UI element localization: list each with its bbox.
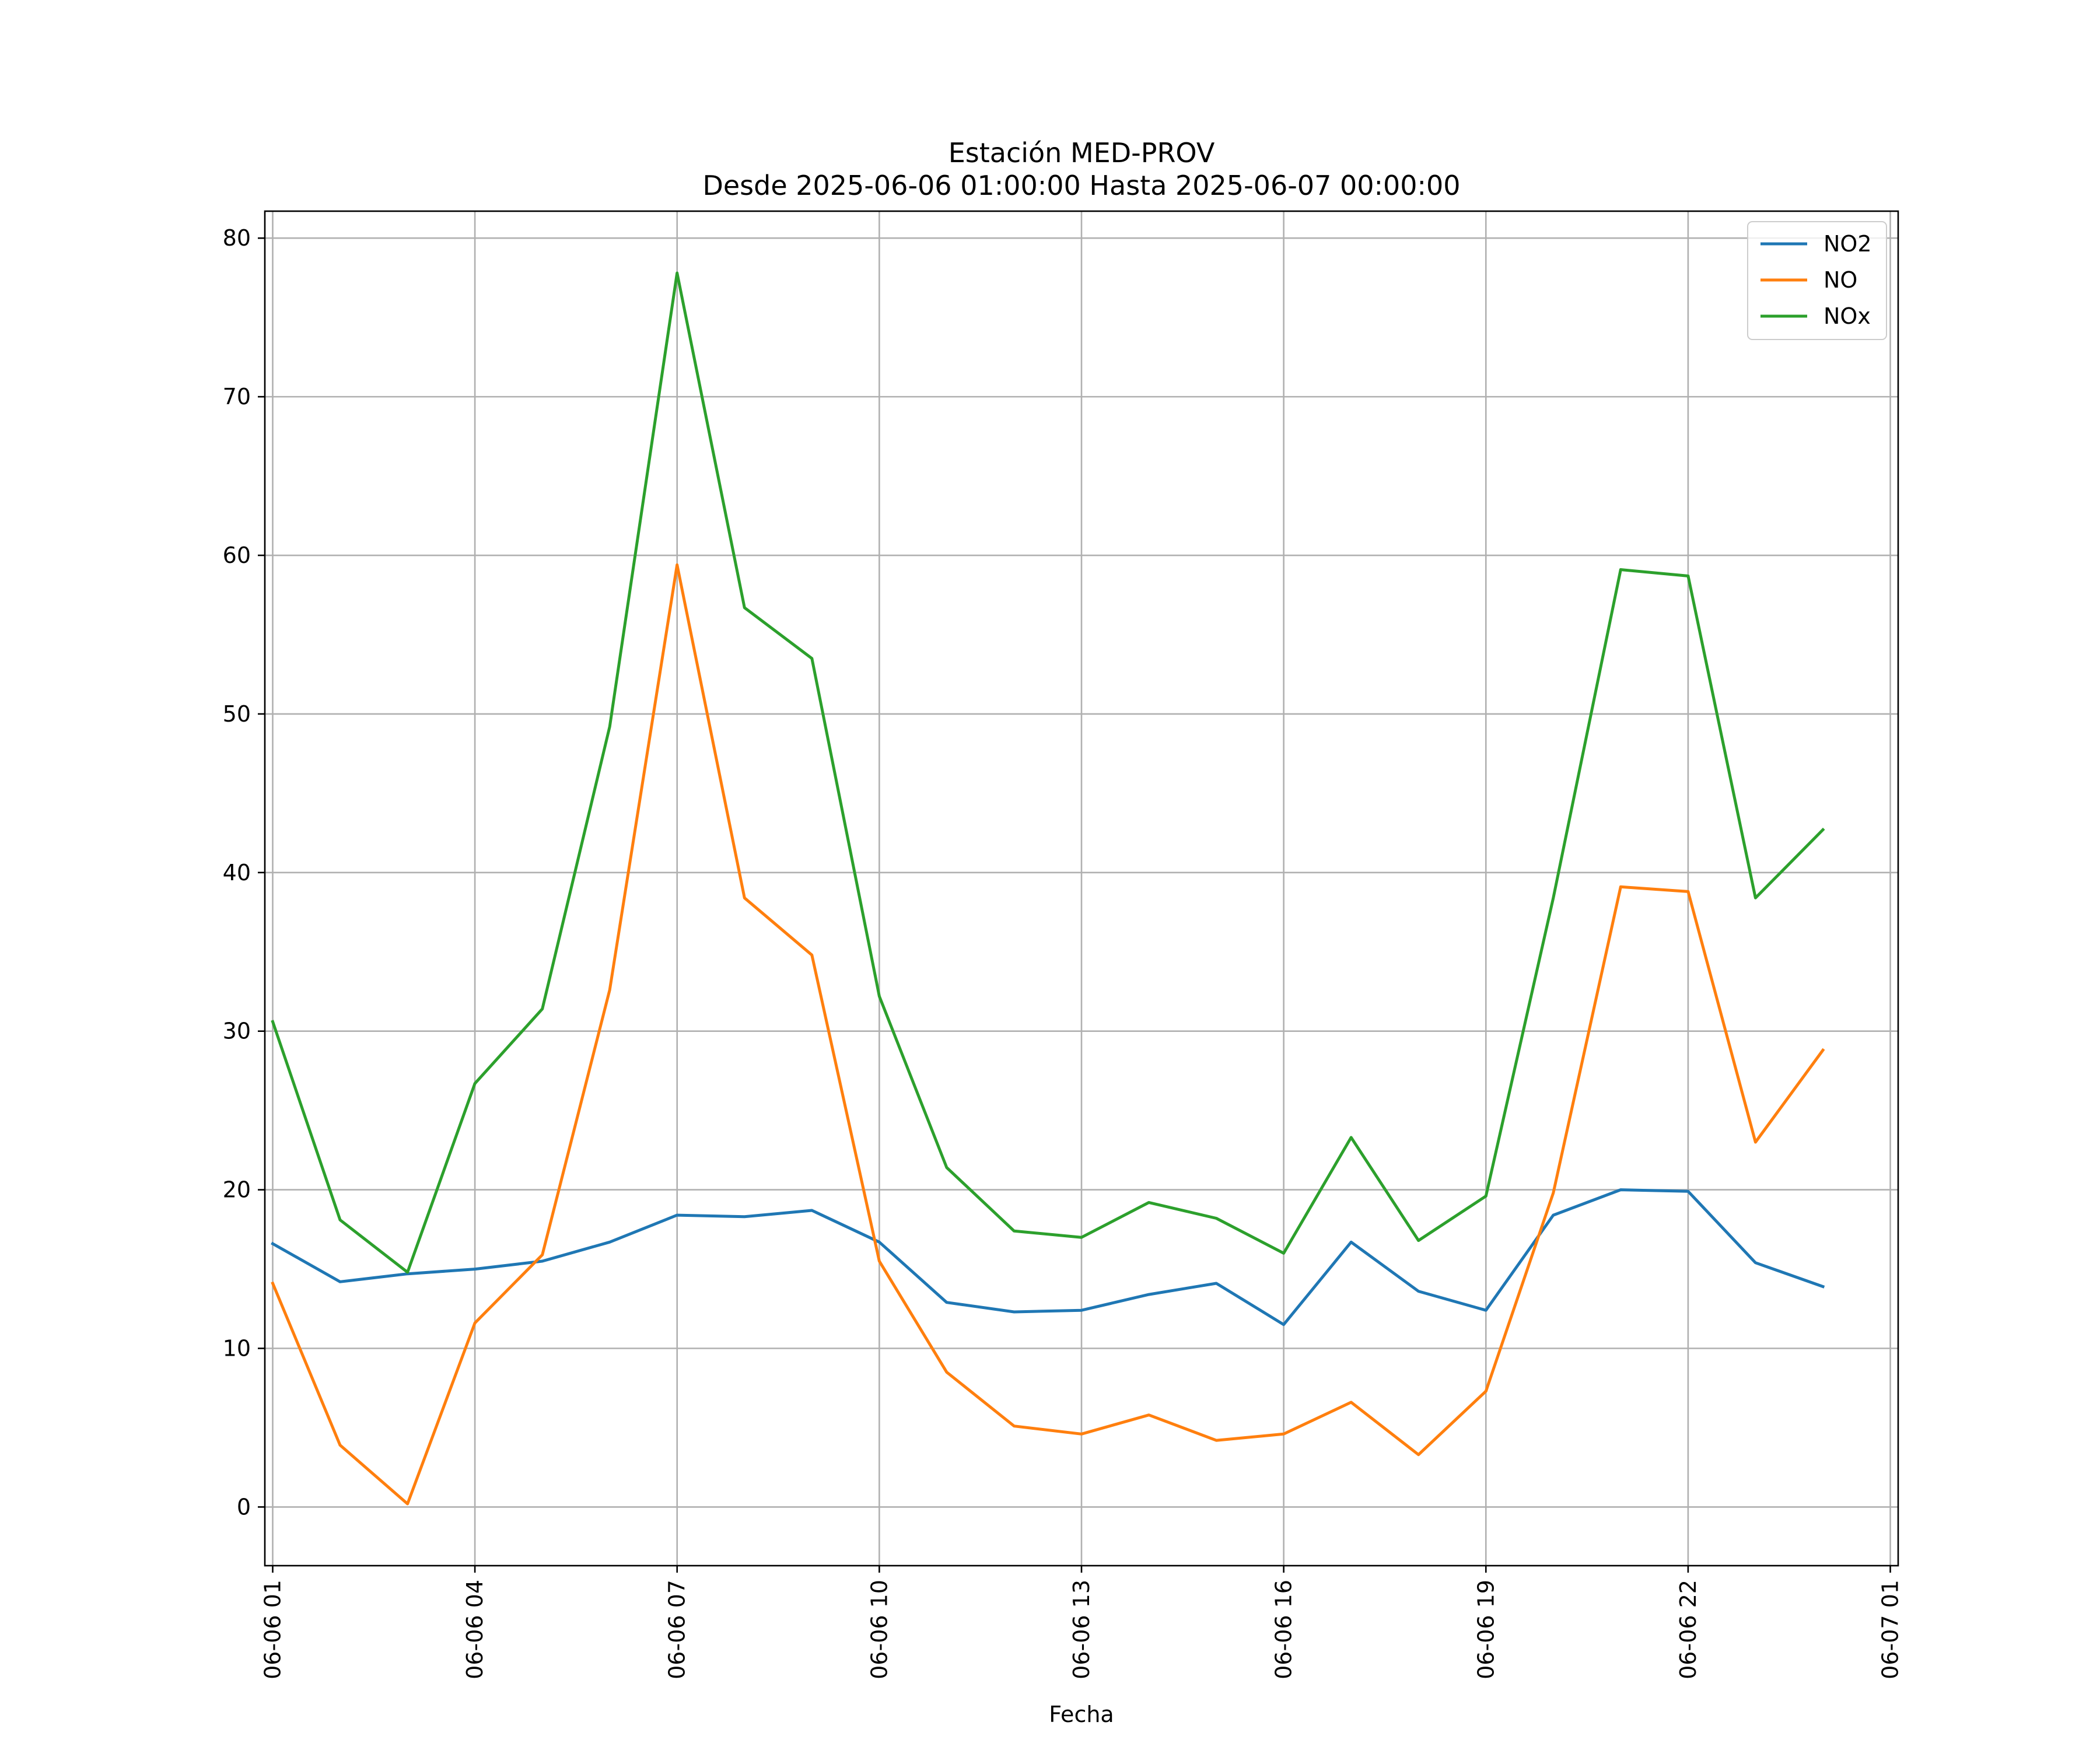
y-axis-ticks: 0 10 20 30 40 50 60 70 80 [223,225,265,1520]
series-line-no [271,563,1825,1506]
series-line-nox [271,271,1825,1274]
y-tick-label: 0 [237,1494,251,1520]
x-axis-label: Fecha [1049,1702,1114,1727]
y-tick-label: 40 [223,860,251,886]
y-tick-label: 60 [223,542,251,568]
chart-title: Estación MED-PROV [949,137,1215,169]
legend-frame [1747,221,1887,340]
series-lines [271,271,1825,1506]
grid [265,211,1898,1566]
y-tick-label: 20 [223,1177,251,1203]
x-tick-label: 06-06 19 [1473,1580,1499,1679]
y-tick-label: 10 [223,1336,251,1362]
chart-subtitle: Desde 2025-06-06 01:00:00 Hasta 2025-06-… [702,170,1460,201]
y-tick-label: 80 [223,225,251,251]
y-tick-label: 70 [223,384,251,410]
legend: NO2 NO NOx [1747,221,1887,340]
x-tick-label: 06-06 13 [1069,1580,1094,1679]
x-tick-label: 06-07 01 [1878,1580,1903,1679]
y-tick-label: 30 [223,1019,251,1044]
legend-label-nox: NOx [1824,303,1871,329]
legend-label-no2: NO2 [1824,231,1872,257]
x-tick-label: 06-06 07 [664,1580,690,1679]
legend-label-no: NO [1824,267,1857,293]
x-axis-ticks: 06-06 01 06-06 04 06-06 07 06-06 10 06-06 13… [260,1566,1903,1679]
x-tick-label: 06-06 01 [260,1580,285,1679]
y-tick-label: 50 [223,701,251,727]
x-tick-label: 06-06 10 [866,1580,892,1679]
x-tick-label: 06-06 22 [1675,1580,1701,1679]
series-line-no2 [271,1188,1825,1326]
x-tick-label: 06-06 04 [462,1580,488,1679]
x-tick-label: 06-06 16 [1271,1580,1297,1679]
